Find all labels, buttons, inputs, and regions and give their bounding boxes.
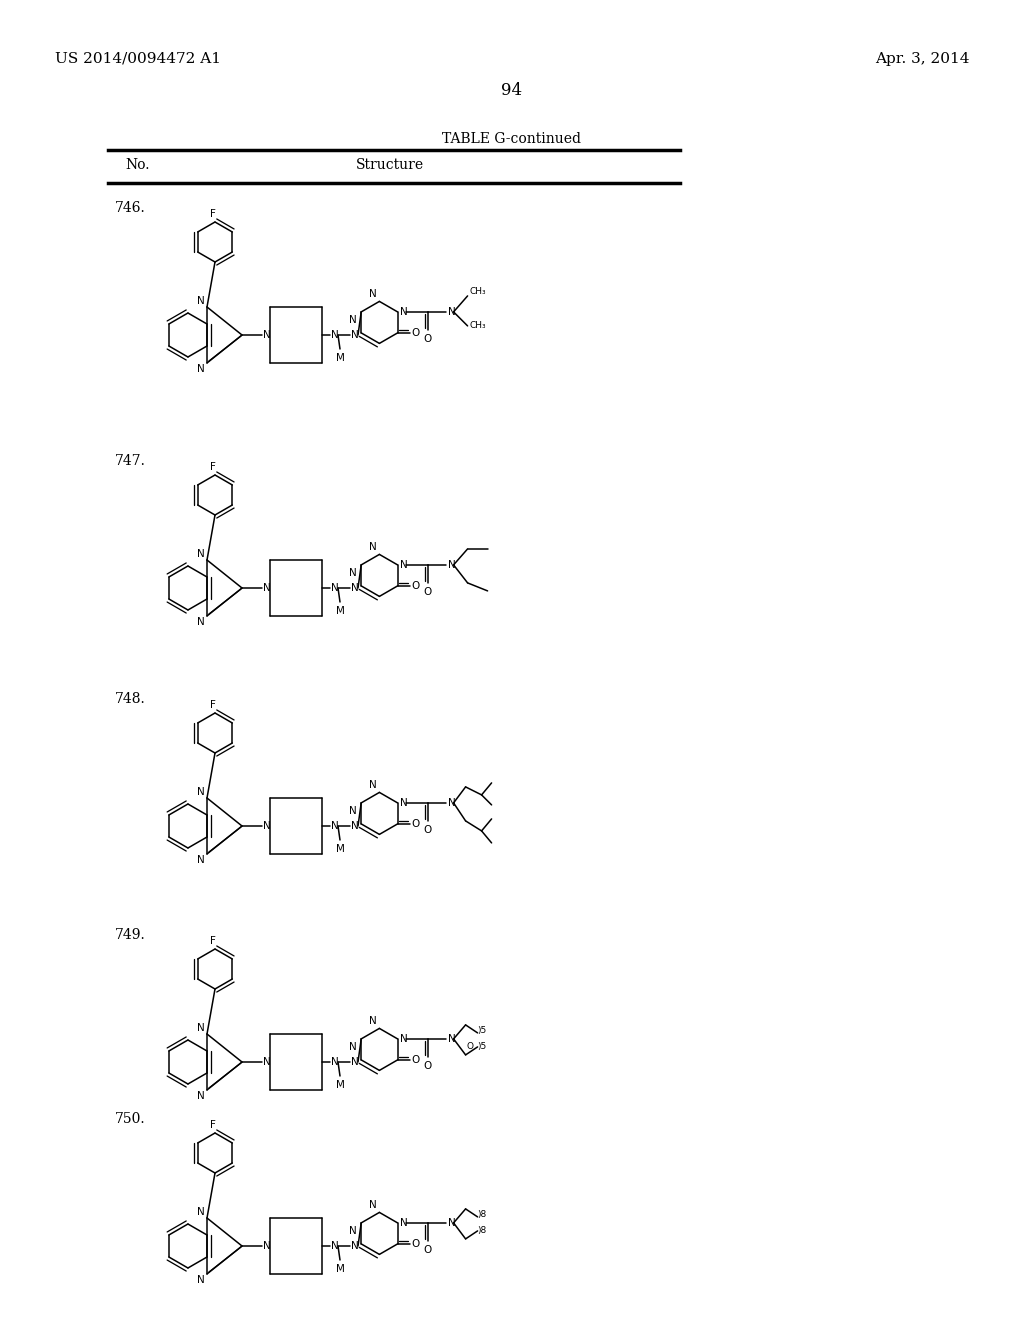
Text: N: N: [198, 549, 205, 558]
Text: N: N: [198, 855, 205, 865]
Text: N: N: [351, 1057, 358, 1067]
Text: O: O: [424, 587, 432, 597]
Text: 748.: 748.: [115, 692, 145, 706]
Text: M: M: [336, 1265, 344, 1274]
Text: N: N: [263, 1241, 270, 1251]
Text: )5: )5: [477, 1027, 486, 1035]
Text: F: F: [210, 936, 216, 946]
Text: O: O: [424, 334, 432, 345]
Text: F: F: [210, 462, 216, 473]
Text: No.: No.: [125, 158, 150, 172]
Text: O: O: [412, 1239, 420, 1249]
Text: N: N: [369, 780, 377, 791]
Text: N: N: [399, 797, 408, 808]
Text: 749.: 749.: [115, 928, 145, 942]
Text: M: M: [336, 1080, 344, 1090]
Text: O: O: [412, 818, 420, 829]
Text: 750.: 750.: [115, 1111, 145, 1126]
Text: N: N: [369, 1200, 377, 1210]
Text: N: N: [369, 1016, 377, 1027]
Text: 746.: 746.: [115, 201, 145, 215]
Text: F: F: [210, 209, 216, 219]
Text: N: N: [351, 583, 358, 593]
Text: N: N: [351, 821, 358, 832]
Text: N: N: [349, 315, 357, 325]
Text: US 2014/0094472 A1: US 2014/0094472 A1: [55, 51, 221, 66]
Text: N: N: [198, 616, 205, 627]
Text: N: N: [263, 583, 270, 593]
Text: N: N: [349, 568, 357, 578]
Text: N: N: [399, 306, 408, 317]
Text: N: N: [331, 1241, 339, 1251]
Text: N: N: [349, 1041, 357, 1052]
Text: N: N: [263, 1057, 270, 1067]
Text: M: M: [336, 352, 344, 363]
Text: N: N: [349, 1226, 357, 1236]
Text: O: O: [412, 1055, 420, 1065]
Text: )8: )8: [477, 1210, 486, 1220]
Text: N: N: [447, 560, 456, 570]
Text: N: N: [198, 1275, 205, 1284]
Text: M: M: [336, 843, 344, 854]
Text: O: O: [424, 825, 432, 836]
Text: N: N: [447, 797, 456, 808]
Text: N: N: [198, 1206, 205, 1217]
Text: N: N: [198, 296, 205, 306]
Text: N: N: [447, 306, 456, 317]
Text: O: O: [467, 1043, 473, 1052]
Text: N: N: [369, 543, 377, 552]
Text: O: O: [412, 327, 420, 338]
Text: Structure: Structure: [356, 158, 424, 172]
Text: CH₃: CH₃: [470, 288, 486, 297]
Text: N: N: [198, 364, 205, 374]
Text: TABLE G-continued: TABLE G-continued: [442, 132, 582, 147]
Text: N: N: [351, 330, 358, 341]
Text: N: N: [399, 1034, 408, 1044]
Text: M: M: [336, 606, 344, 616]
Text: N: N: [331, 821, 339, 832]
Text: O: O: [412, 581, 420, 591]
Text: O: O: [424, 1245, 432, 1255]
Text: N: N: [447, 1218, 456, 1228]
Text: N: N: [447, 1034, 456, 1044]
Text: )8: )8: [477, 1226, 486, 1236]
Text: Apr. 3, 2014: Apr. 3, 2014: [876, 51, 970, 66]
Text: N: N: [263, 330, 270, 341]
Text: 94: 94: [502, 82, 522, 99]
Text: N: N: [263, 821, 270, 832]
Text: N: N: [331, 1057, 339, 1067]
Text: N: N: [399, 1218, 408, 1228]
Text: N: N: [198, 1092, 205, 1101]
Text: N: N: [331, 330, 339, 341]
Text: )5: )5: [477, 1043, 486, 1052]
Text: N: N: [349, 807, 357, 816]
Text: N: N: [369, 289, 377, 300]
Text: N: N: [331, 583, 339, 593]
Text: N: N: [351, 1241, 358, 1251]
Text: 747.: 747.: [115, 454, 145, 469]
Text: F: F: [210, 1119, 216, 1130]
Text: N: N: [198, 787, 205, 797]
Text: N: N: [198, 1023, 205, 1034]
Text: O: O: [424, 1061, 432, 1071]
Text: N: N: [399, 560, 408, 570]
Text: F: F: [210, 700, 216, 710]
Text: CH₃: CH₃: [470, 321, 486, 330]
